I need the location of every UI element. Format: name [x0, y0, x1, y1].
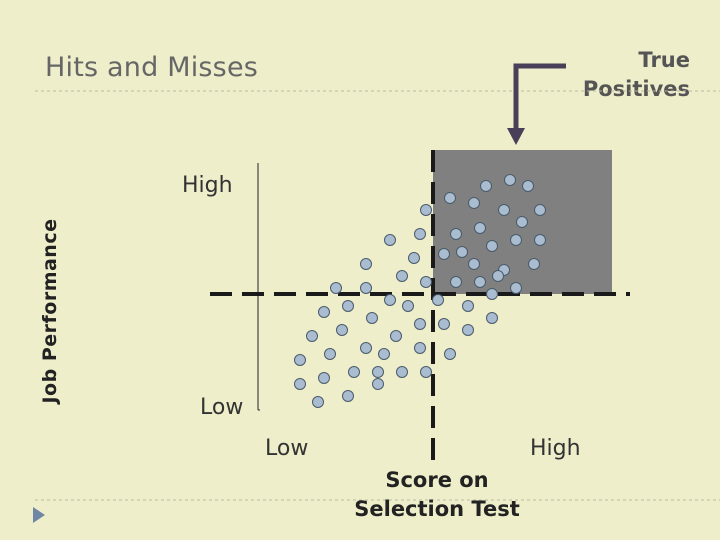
applicant-dot: [462, 324, 474, 336]
x-axis-label: Score on Selection Test: [337, 466, 537, 524]
applicant-dot: [294, 378, 306, 390]
applicant-dot: [486, 288, 498, 300]
applicant-dot: [510, 282, 522, 294]
y-high-label: High: [182, 173, 233, 198]
applicant-dot: [504, 174, 516, 186]
applicant-dot: [486, 312, 498, 324]
applicant-dot: [450, 276, 462, 288]
applicant-dot: [360, 258, 372, 270]
applicant-dot: [414, 228, 426, 240]
applicant-dot: [474, 276, 486, 288]
applicant-dot: [474, 222, 486, 234]
applicant-dot: [318, 306, 330, 318]
applicant-dot: [432, 294, 444, 306]
applicant-dot: [438, 248, 450, 260]
applicant-dot: [516, 216, 528, 228]
x-axis-label-line-1: Score on: [385, 468, 489, 492]
applicant-dot: [336, 324, 348, 336]
x-low-label: Low: [265, 436, 309, 461]
applicant-dot: [450, 228, 462, 240]
applicant-dot: [330, 282, 342, 294]
applicant-dot: [444, 192, 456, 204]
applicant-dot: [420, 204, 432, 216]
applicant-dot: [534, 204, 546, 216]
applicant-dot: [294, 354, 306, 366]
applicant-dot: [438, 318, 450, 330]
applicant-dot: [396, 366, 408, 378]
applicant-dot: [396, 270, 408, 282]
triangle-bullet-icon: [33, 507, 45, 523]
applicant-dot: [360, 282, 372, 294]
callout-arrowhead: [507, 128, 525, 145]
applicant-dot: [420, 366, 432, 378]
applicant-dot: [522, 180, 534, 192]
applicant-dot: [462, 300, 474, 312]
applicant-dot: [372, 378, 384, 390]
applicant-dot: [414, 318, 426, 330]
callout-line-2: Positives: [582, 77, 690, 101]
applicant-dot: [414, 342, 426, 354]
applicant-dot: [312, 396, 324, 408]
applicant-dot: [456, 246, 468, 258]
y-axis-label: Job Performance: [39, 218, 61, 404]
applicant-dot: [342, 390, 354, 402]
true-positives-callout: True Positives: [560, 46, 690, 104]
y-low-label: Low: [200, 395, 244, 420]
x-high-label: High: [530, 436, 581, 461]
applicant-dot: [372, 366, 384, 378]
applicant-dot: [534, 234, 546, 246]
applicant-dot: [498, 204, 510, 216]
applicant-dot: [468, 197, 480, 209]
applicant-dot: [348, 366, 360, 378]
callout-arrow: [513, 63, 566, 130]
applicant-dot: [306, 330, 318, 342]
applicant-dot: [468, 258, 480, 270]
applicant-dots: [294, 174, 546, 408]
slide-title: Hits and Misses: [45, 52, 259, 83]
applicant-dot: [384, 294, 396, 306]
applicant-dot: [360, 342, 372, 354]
applicant-dot: [486, 240, 498, 252]
applicant-dot: [390, 330, 402, 342]
applicant-dot: [402, 300, 414, 312]
applicant-dot: [480, 180, 492, 192]
x-axis-label-line-2: Selection Test: [354, 497, 520, 521]
applicant-dot: [420, 276, 432, 288]
applicant-dot: [528, 258, 540, 270]
applicant-dot: [384, 234, 396, 246]
applicant-dot: [324, 348, 336, 360]
applicant-dot: [318, 372, 330, 384]
applicant-dot: [366, 312, 378, 324]
applicant-dot: [378, 348, 390, 360]
applicant-dot: [510, 234, 522, 246]
callout-line-1: True: [638, 48, 690, 72]
applicant-dot: [342, 300, 354, 312]
applicant-dot: [408, 252, 420, 264]
applicant-dot: [492, 270, 504, 282]
applicant-dot: [444, 348, 456, 360]
